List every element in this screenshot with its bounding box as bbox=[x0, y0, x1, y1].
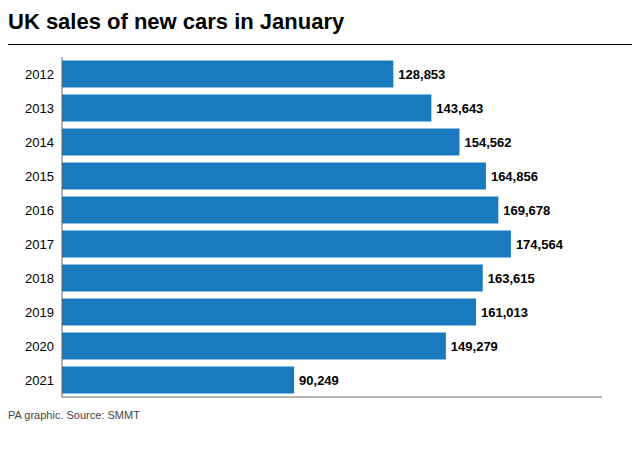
svg-text:149,279: 149,279 bbox=[451, 339, 498, 354]
svg-text:164,856: 164,856 bbox=[491, 169, 538, 184]
svg-text:143,643: 143,643 bbox=[436, 101, 483, 116]
svg-text:161,013: 161,013 bbox=[481, 305, 528, 320]
svg-text:90,249: 90,249 bbox=[299, 373, 339, 388]
svg-text:2014: 2014 bbox=[25, 135, 54, 150]
svg-text:2012: 2012 bbox=[25, 67, 54, 82]
html-text:UK sales of new cars in Januar: UK sales of new cars in January bbox=[8, 9, 345, 34]
svg-text:2021: 2021 bbox=[25, 373, 54, 388]
svg-text:128,853: 128,853 bbox=[398, 67, 445, 82]
svg-text:163,615: 163,615 bbox=[488, 271, 535, 286]
svg-text:2013: 2013 bbox=[25, 101, 54, 116]
svg-text:2015: 2015 bbox=[25, 169, 54, 184]
svg-text:174,564: 174,564 bbox=[516, 237, 564, 252]
svg-text:154,562: 154,562 bbox=[464, 135, 511, 150]
svg-text:2019: 2019 bbox=[25, 305, 54, 320]
html-text:PA graphic. Source: SMMT: PA graphic. Source: SMMT bbox=[8, 409, 140, 421]
svg-text:2020: 2020 bbox=[25, 339, 54, 354]
svg-text:169,678: 169,678 bbox=[503, 203, 550, 218]
svg-text:2017: 2017 bbox=[25, 237, 54, 252]
svg-text:2018: 2018 bbox=[25, 271, 54, 286]
svg-text:2016: 2016 bbox=[25, 203, 54, 218]
